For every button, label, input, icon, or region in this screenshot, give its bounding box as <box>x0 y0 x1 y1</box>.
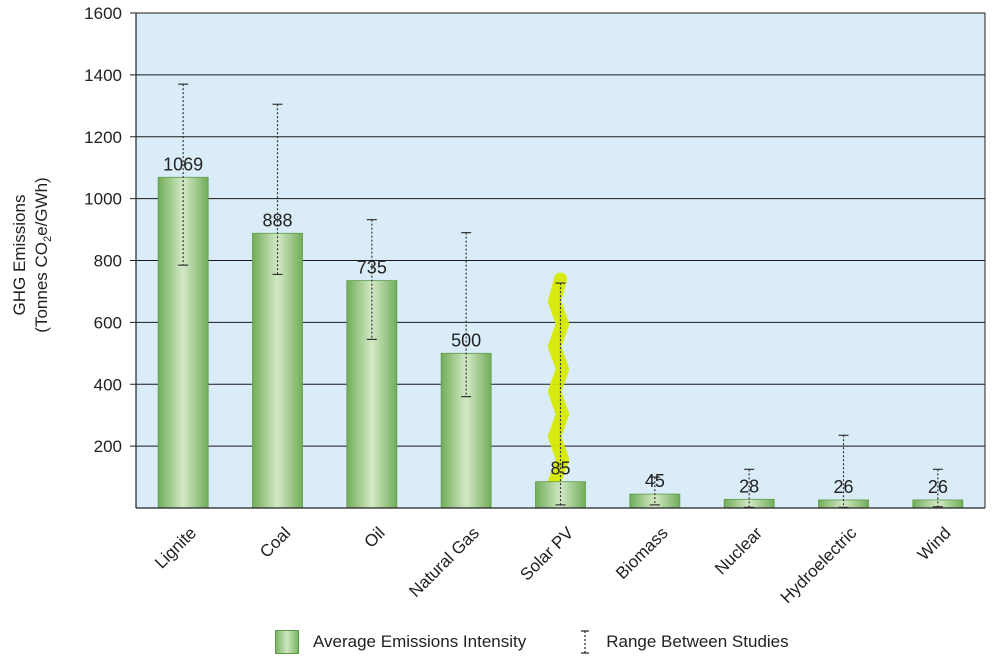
legend-label-range: Range Between Studies <box>606 632 789 651</box>
x-tick-label-hydroelectric: Hydroelectric <box>777 523 861 607</box>
value-label-oil: 735 <box>357 258 387 278</box>
x-tick-label-oil: Oil <box>361 523 389 551</box>
value-label-biomass: 45 <box>645 471 665 491</box>
y-tick-label-1000: 1000 <box>84 190 122 209</box>
value-label-wind: 26 <box>928 477 948 497</box>
x-tick-label-coal: Coal <box>256 523 294 561</box>
legend-label-average: Average Emissions Intensity <box>313 632 527 651</box>
x-tick-label-biomass: Biomass <box>612 523 672 583</box>
x-tick-label-wind: Wind <box>914 523 955 564</box>
value-label-coal: 888 <box>262 210 292 230</box>
legend-swatch-bar <box>275 630 299 654</box>
legend: Average Emissions Intensity Range Betwee… <box>275 628 789 656</box>
y-tick-label-800: 800 <box>94 252 122 271</box>
value-label-natural-gas: 500 <box>451 330 481 350</box>
bar-natural-gas <box>440 352 492 509</box>
y-tick-label-200: 200 <box>94 437 122 456</box>
bar-oil <box>346 280 398 509</box>
y-tick-label-600: 600 <box>94 313 122 332</box>
x-tick-label-natural-gas: Natural Gas <box>405 523 483 601</box>
x-tick-label-lignite: Lignite <box>151 523 200 572</box>
value-label-hydroelectric: 26 <box>833 477 853 497</box>
y-tick-label-1200: 1200 <box>84 128 122 147</box>
bar-coal <box>252 232 303 509</box>
solar-pv-highlight <box>548 272 569 489</box>
bar-lignite <box>157 176 209 509</box>
x-tick-label-nuclear: Nuclear <box>711 523 766 578</box>
value-label-solar-pv: 85 <box>550 459 570 479</box>
bar-biomass <box>629 493 681 509</box>
y-tick-label-1400: 1400 <box>84 66 122 85</box>
value-label-nuclear: 28 <box>739 476 759 496</box>
x-tick-label-solar-pv: Solar PV <box>516 523 577 584</box>
y-tick-label-400: 400 <box>94 375 122 394</box>
y-tick-label-1600: 1600 <box>84 4 122 23</box>
value-label-lignite: 1069 <box>163 154 203 174</box>
legend-range-icon <box>581 630 590 654</box>
